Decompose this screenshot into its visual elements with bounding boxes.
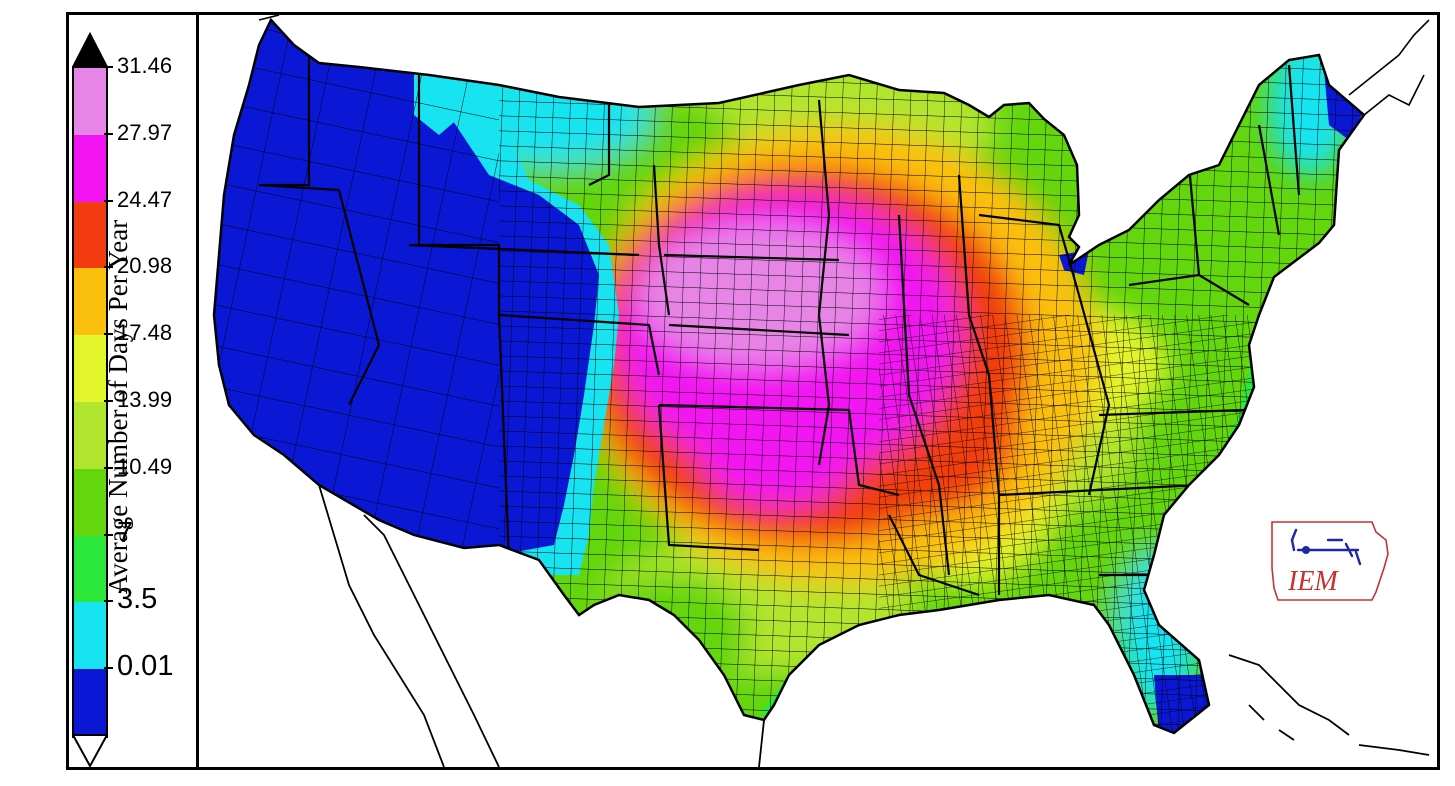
colorbar-tick-label: 31.46 bbox=[117, 53, 173, 78]
colorbar-tick-mark bbox=[104, 533, 113, 536]
colorbar-tick-label: 20.98 bbox=[117, 253, 173, 279]
us-counties-map bbox=[212, 15, 1430, 767]
colorbar-bin bbox=[74, 68, 106, 136]
colorbar-tick-label: 24.47 bbox=[117, 186, 173, 212]
colorbar-tick-label: 0.01 bbox=[117, 650, 174, 683]
colorbar bbox=[72, 66, 108, 738]
legend-panel: Average Number of Days Per Year bbox=[66, 12, 199, 770]
colorbar-tick-mark bbox=[104, 266, 113, 269]
iem-logo-text: IEM bbox=[1288, 566, 1338, 597]
colorbar-tick-label: 10.49 bbox=[117, 453, 173, 479]
colorbar-tick-mark bbox=[104, 66, 113, 68]
colorbar-bin bbox=[74, 468, 106, 537]
colorbar-bin bbox=[74, 535, 106, 603]
colorbar-bin bbox=[74, 669, 106, 737]
colorbar-bin bbox=[74, 602, 106, 670]
colorbar-tick-label: 27.97 bbox=[117, 119, 173, 145]
iowa-state-outline-weather-vane-icon bbox=[1271, 521, 1389, 601]
colorbar-tick-label: 7 bbox=[117, 516, 134, 549]
colorbar-tick-mark bbox=[104, 466, 113, 469]
colorbar-over-arrow bbox=[72, 32, 108, 68]
colorbar-tick-mark bbox=[104, 199, 113, 202]
colorbar-tick-mark bbox=[104, 333, 113, 336]
colorbar-tick-mark bbox=[104, 132, 113, 135]
colorbar-under-arrow bbox=[72, 734, 108, 768]
colorbar-tick-label: 17.48 bbox=[117, 320, 173, 346]
colorbar-tick-label: 3.5 bbox=[117, 583, 158, 616]
colorbar-bin bbox=[74, 335, 106, 403]
colorbar-tick-mark bbox=[104, 667, 113, 670]
colorbar-bin bbox=[74, 134, 106, 203]
colorbar-bin bbox=[74, 402, 106, 470]
colorbar-bin bbox=[74, 201, 106, 269]
colorbar-tick-mark bbox=[104, 400, 113, 402]
colorbar-tick-label: 13.99 bbox=[117, 387, 173, 412]
colorbar-tick-mark bbox=[104, 600, 113, 603]
map-area bbox=[199, 15, 1437, 767]
colorbar-bin bbox=[74, 268, 106, 336]
